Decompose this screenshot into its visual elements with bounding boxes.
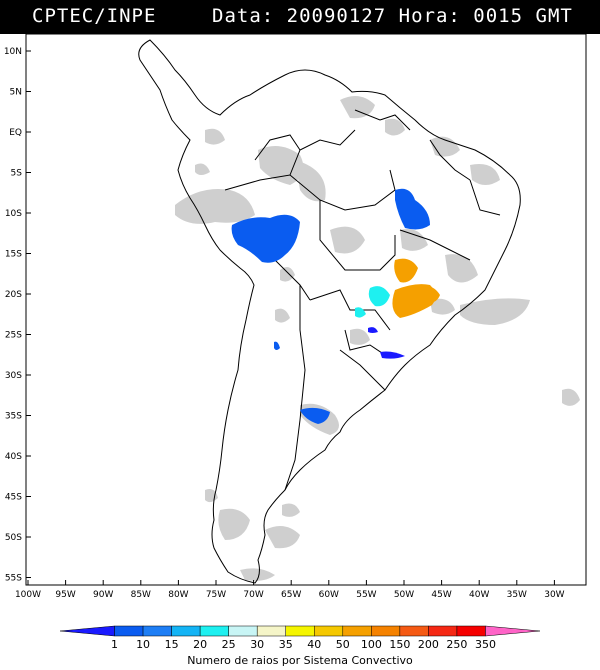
legend-swatch (371, 625, 401, 637)
time-value: 0015 (473, 5, 524, 27)
legend-swatch (142, 625, 172, 637)
convective-system-small (368, 327, 378, 333)
legend-value: 35 (279, 638, 293, 651)
legend-value: 25 (222, 638, 236, 651)
convective-system-bolivia (231, 214, 300, 263)
legend-swatch (399, 625, 429, 637)
lon-label: 40W (469, 590, 489, 600)
lon-label: 60W (319, 590, 339, 600)
lat-label: 5N (10, 88, 22, 98)
lat-label: 20S (5, 290, 22, 300)
legend-swatch (285, 625, 315, 637)
lon-label: 90W (93, 590, 113, 600)
lat-label: 10S (5, 209, 22, 219)
lon-label: 100W (15, 590, 41, 600)
lon-label: 50W (394, 590, 414, 600)
lat-label: EQ (9, 128, 22, 138)
legend-value: 15 (165, 638, 179, 651)
lat-label: 30S (5, 371, 22, 381)
hora-label: Hora: (398, 5, 461, 27)
convective-system-cyan (368, 286, 390, 307)
lat-label: 40S (5, 452, 22, 462)
legend-value: 150 (389, 638, 410, 651)
lon-label: 45W (431, 590, 451, 600)
legend-swatch (342, 625, 372, 637)
legend-colorbar: 1 10 15 20 25 30 35 40 50 100 150 200 250 350 (59, 625, 541, 651)
legend-swatch (199, 625, 229, 637)
legend-value: 200 (418, 638, 439, 651)
convective-system-cyan-2 (355, 307, 366, 318)
legend-swatch (171, 625, 201, 637)
lon-label: 65W (281, 590, 301, 600)
coastline-layer (138, 39, 521, 584)
legend-swatch (456, 625, 486, 637)
lon-label: 70W (243, 590, 263, 600)
lat-label: 55S (5, 574, 22, 584)
convective-system-goias (395, 188, 430, 230)
lat-label: 25S (5, 331, 22, 341)
legend-swatch (59, 625, 115, 637)
legend-swatch (314, 625, 344, 637)
org-label: CPTEC/INPE (32, 5, 157, 27)
tz-label: GMT (535, 5, 573, 27)
convective-system-mg-1 (394, 258, 418, 283)
legend-value: 100 (361, 638, 382, 651)
convective-systems-layer (231, 188, 440, 424)
legend-caption: Numero de raios por Sistema Convectivo (187, 654, 413, 667)
lat-label: 50S (5, 533, 22, 543)
lat-label: 45S (5, 493, 22, 503)
lat-label: 5S (11, 169, 23, 179)
legend-swatch (428, 625, 458, 637)
lon-label: 55W (356, 590, 376, 600)
lat-label: 15S (5, 250, 22, 260)
lon-label: 35W (507, 590, 527, 600)
latitude-axis: 10N 5N EQ 5S 10S 15S 20S 25S 30S 35S 40S 45S 50S 55S (4, 47, 31, 584)
lat-label: 10N (4, 47, 22, 57)
lon-label: 30W (544, 590, 564, 600)
legend-value: 250 (446, 638, 467, 651)
lon-label: 85W (131, 590, 151, 600)
legend-swatch (114, 625, 144, 637)
longitude-axis: 100W 95W 90W 85W 80W 75W 70W 65W 60W 55W 50W 45W 40W… (15, 580, 565, 600)
legend-swatch (228, 625, 258, 637)
convective-system-argentina (300, 407, 330, 424)
map-header: CPTEC/INPE Data: 20090127 Hora: 0015 GMT (0, 0, 600, 34)
date-value: 20090127 (286, 5, 387, 27)
legend-value: 40 (307, 638, 321, 651)
lon-label: 80W (168, 590, 188, 600)
lat-label: 35S (5, 412, 22, 422)
legend-swatch (256, 625, 286, 637)
legend-value: 30 (250, 638, 264, 651)
legend-value: 1 (111, 638, 118, 651)
data-label: Data: (212, 5, 275, 27)
legend-value: 50 (336, 638, 350, 651)
datetime-label: Data: 20090127 Hora: 0015 GMT (212, 5, 573, 27)
convective-system-south (380, 351, 405, 359)
convective-system-tiny (274, 341, 280, 350)
legend-value: 20 (193, 638, 207, 651)
lon-label: 95W (55, 590, 75, 600)
lon-label: 75W (206, 590, 226, 600)
legend-value: 10 (136, 638, 150, 651)
legend-swatch (485, 625, 541, 637)
lightning-map: 10N5NEQ5S10S15S20S25S30S35S40S45S50S55S … (4, 34, 587, 651)
legend-value: 350 (475, 638, 496, 651)
convective-system-mg-2 (418, 286, 440, 303)
